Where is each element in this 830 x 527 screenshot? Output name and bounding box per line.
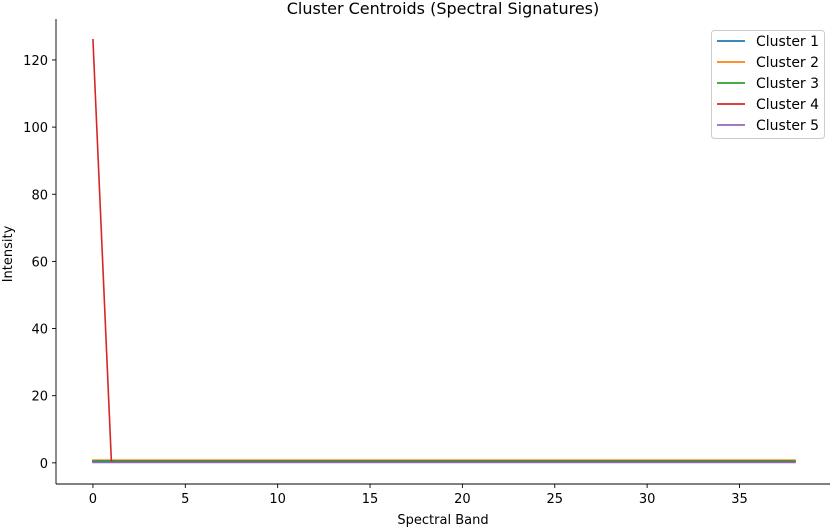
- x-tick-label: 5: [181, 492, 189, 507]
- y-tick-label: 120: [23, 54, 48, 69]
- legend-label-3: Cluster 3: [756, 76, 819, 92]
- x-ticks: 0 5 10 15 20 25 30 35: [89, 484, 748, 507]
- y-tick-label: 80: [31, 188, 48, 203]
- x-tick-label: 35: [731, 492, 748, 507]
- x-tick-label: 0: [89, 492, 97, 507]
- y-ticks: 0 20 40 60 80 100 120: [23, 54, 56, 472]
- y-tick-label: 40: [31, 323, 48, 338]
- x-tick-label: 30: [639, 492, 656, 507]
- legend-frame: [711, 30, 825, 139]
- y-tick-label: 0: [40, 457, 48, 472]
- x-tick-label: 20: [454, 492, 471, 507]
- y-tick-label: 60: [31, 255, 48, 270]
- legend: Cluster 1 Cluster 2 Cluster 3 Cluster 4 Clus…: [711, 30, 825, 139]
- series-line-4: [92, 38, 796, 463]
- legend-label-5: Cluster 5: [756, 118, 819, 134]
- y-tick-label: 100: [23, 121, 48, 136]
- legend-label-1: Cluster 1: [756, 34, 819, 50]
- plot-lines: [92, 38, 796, 464]
- x-tick-label: 25: [546, 492, 563, 507]
- legend-label-2: Cluster 2: [756, 55, 819, 71]
- legend-items: Cluster 1 Cluster 2 Cluster 3 Cluster 4 Clus…: [717, 34, 819, 134]
- x-tick-label: 10: [269, 492, 286, 507]
- y-tick-label: 20: [31, 390, 48, 405]
- x-axis-label: Spectral Band: [397, 513, 488, 527]
- chart-title: Cluster Centroids (Spectral Signatures): [287, 0, 600, 18]
- y-axis-label: Intensity: [1, 225, 16, 282]
- legend-label-4: Cluster 4: [756, 97, 819, 113]
- x-tick-label: 15: [362, 492, 379, 507]
